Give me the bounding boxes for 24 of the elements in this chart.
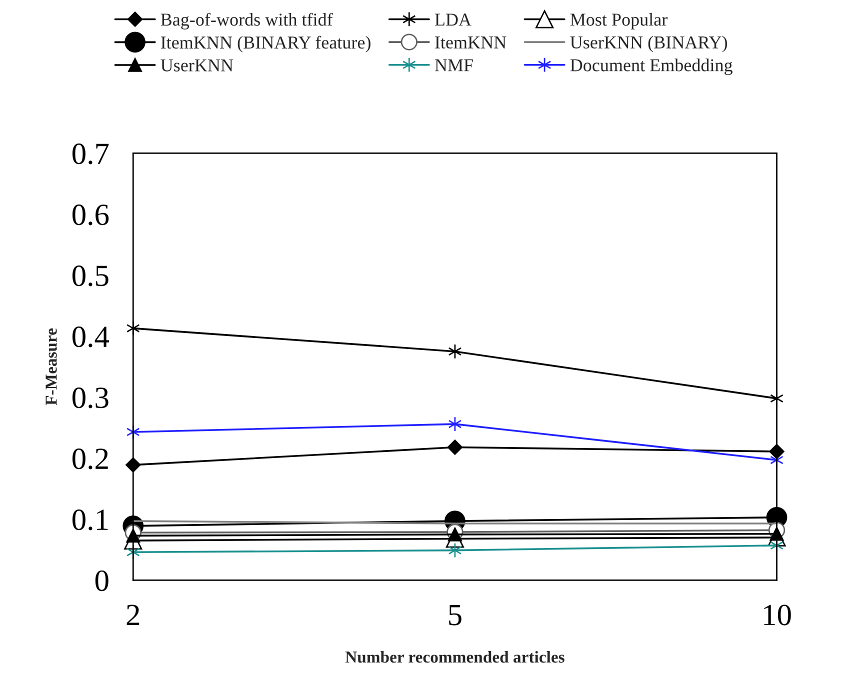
legend-label: UserKNN (BINARY) bbox=[570, 36, 728, 52]
y-tick-label: 0.4 bbox=[72, 326, 110, 348]
x-tick-label: 10 bbox=[764, 604, 791, 626]
x-axis-title: Number recommended articles bbox=[345, 650, 564, 663]
y-tick-label: 0.6 bbox=[72, 204, 109, 226]
legend-label: ItemKNN (BINARY feature) bbox=[160, 36, 370, 52]
legend-label: LDA bbox=[434, 14, 472, 26]
point bbox=[447, 440, 463, 455]
y-axis-title: F-Measure bbox=[46, 328, 57, 406]
y-tick-label: 0 bbox=[95, 570, 108, 592]
y-tick-label: 0.3 bbox=[72, 388, 108, 408]
y-tick-label: 0.7 bbox=[72, 144, 109, 164]
y-tick-label: 0.5 bbox=[72, 266, 108, 286]
x-tick-label: 5 bbox=[449, 605, 462, 626]
legend-label: Document Embedding bbox=[570, 58, 732, 76]
x-tick-label: 2 bbox=[126, 604, 140, 626]
legend-label: UserKNN bbox=[160, 59, 234, 72]
y-tick-label: 0.1 bbox=[72, 509, 108, 530]
legend-label: Bag-of-words with tfidf bbox=[160, 12, 333, 30]
legend-label: NMF bbox=[434, 59, 473, 72]
legend-label: ItemKNN bbox=[435, 36, 506, 49]
y-tick-label: 0.2 bbox=[72, 448, 108, 470]
legend-label: Most Popular bbox=[570, 13, 668, 30]
point bbox=[448, 528, 462, 542]
